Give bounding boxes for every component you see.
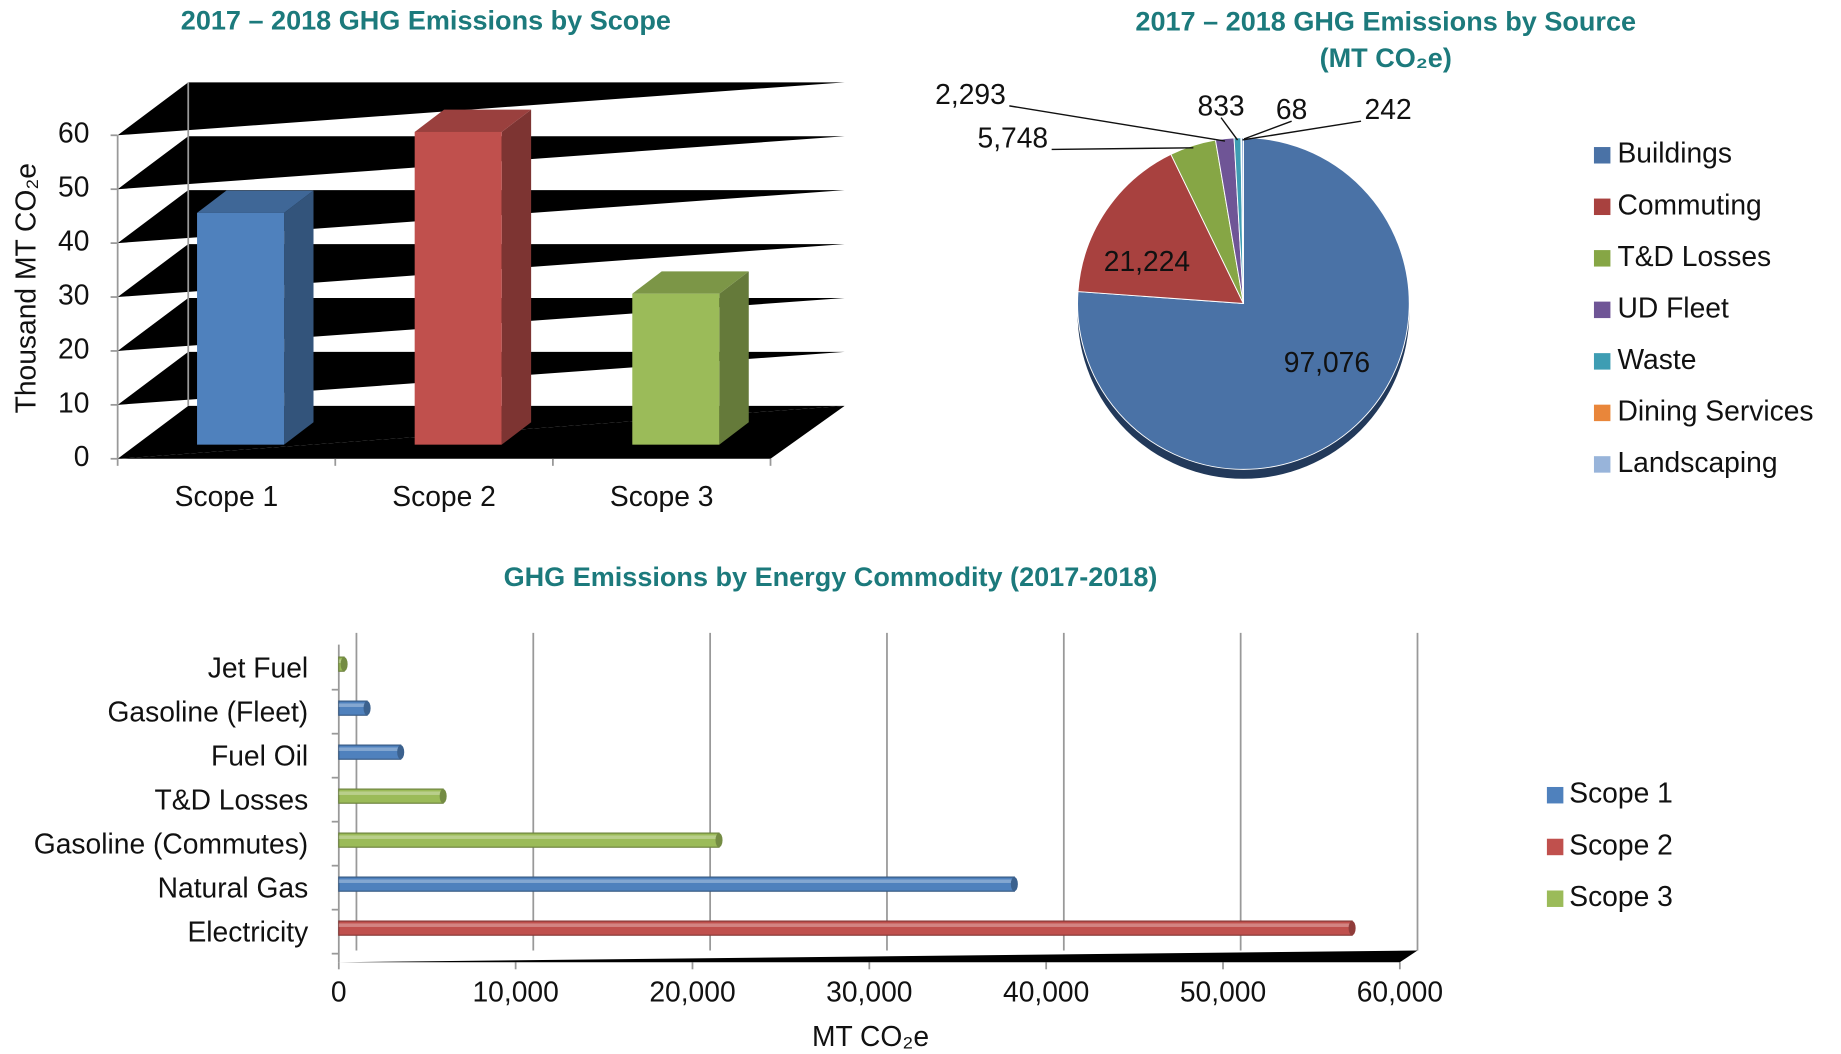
leader-line <box>1240 120 1292 141</box>
bar-cap <box>363 701 371 716</box>
leader-line <box>1009 105 1226 142</box>
bar-highlight <box>338 703 368 707</box>
bar <box>338 700 368 716</box>
y-tick-label: 10 <box>58 386 89 418</box>
bar-cap <box>715 833 723 848</box>
bar-highlight <box>338 835 720 839</box>
bar-cap <box>397 745 405 760</box>
legend-swatch <box>1593 301 1611 319</box>
y-tick-label: 50 <box>58 171 89 203</box>
y-tick-label: Fuel Oil <box>211 739 308 771</box>
bar <box>197 212 285 445</box>
legend-label: T&D Losses <box>1617 240 1771 272</box>
bar <box>632 293 720 445</box>
x-tick-label: 60,000 <box>1357 975 1443 1007</box>
y-tick-label: 30 <box>58 278 89 310</box>
data-label: 5,748 <box>978 121 1049 153</box>
bar-cap <box>439 789 447 804</box>
bar <box>338 920 1353 936</box>
bar-cap <box>340 657 348 672</box>
chart-subtitle: (MT CO₂e) <box>1320 43 1452 73</box>
y-tick-label: 60 <box>58 117 89 149</box>
legend-label: Scope 2 <box>1569 828 1673 860</box>
bar <box>338 832 720 848</box>
chart-title: GHG Emissions by Energy Commodity (2017-… <box>504 562 1158 592</box>
chart-title: 2017 – 2018 GHG Emissions by Source <box>1135 7 1636 37</box>
data-label: 833 <box>1198 90 1245 122</box>
bar-cap <box>1010 877 1018 892</box>
leader-line <box>1220 117 1239 141</box>
bar-top <box>197 190 314 213</box>
y-tick-label: Gasoline (Fleet) <box>107 695 308 727</box>
y-axis-label: Thousand MT CO₂e <box>10 163 42 413</box>
y-tick-label: Natural Gas <box>158 871 309 903</box>
leader-line <box>1051 147 1194 151</box>
legend-label: Buildings <box>1617 137 1732 169</box>
legend-swatch <box>1546 890 1564 907</box>
y-tick-label: 40 <box>58 225 89 257</box>
legend-swatch <box>1546 786 1564 804</box>
legend-swatch <box>1546 838 1564 856</box>
y-tick-label: Jet Fuel <box>208 651 308 683</box>
legend-swatch <box>1593 456 1611 473</box>
pie-slice <box>1240 137 1244 304</box>
data-label: 2,293 <box>935 78 1006 110</box>
x-tick-label: Scope 3 <box>610 480 714 512</box>
x-tick-label: 50,000 <box>1180 975 1266 1007</box>
x-axis-label: MT CO₂e <box>812 1020 929 1052</box>
bar-side <box>501 109 532 445</box>
bar <box>338 788 444 804</box>
y-tick-label: T&D Losses <box>155 783 309 815</box>
legend-swatch <box>1593 404 1611 422</box>
legend-swatch <box>1593 353 1611 370</box>
x-tick-label: Scope 1 <box>175 480 279 512</box>
bar-cap <box>1348 921 1356 936</box>
bar-highlight <box>338 923 1353 927</box>
legend-swatch <box>1593 198 1611 216</box>
chart-title: 2017 – 2018 GHG Emissions by Scope <box>181 5 671 35</box>
legend-label: UD Fleet <box>1617 291 1728 323</box>
bar <box>338 876 1015 892</box>
legend-swatch <box>1593 250 1611 267</box>
data-label: 242 <box>1365 93 1412 125</box>
bar-highlight <box>338 747 401 751</box>
bar <box>414 131 502 445</box>
legend-label: Waste <box>1617 343 1696 375</box>
bar-highlight <box>338 879 1015 883</box>
legend-label: Scope 3 <box>1569 880 1673 912</box>
data-label: 97,076 <box>1284 346 1370 378</box>
x-tick-label: 30,000 <box>826 975 912 1007</box>
leader-line <box>1242 120 1362 141</box>
floor <box>338 950 1418 963</box>
x-tick-label: 0 <box>331 975 347 1007</box>
legend-label: Commuting <box>1617 188 1761 220</box>
bar-highlight <box>338 791 444 795</box>
bar-top <box>632 271 749 294</box>
bar-top <box>414 109 532 132</box>
x-tick-label: Scope 2 <box>392 480 496 512</box>
legend-label: Scope 1 <box>1569 777 1673 809</box>
pie-slice <box>1077 137 1410 470</box>
legend-label: Dining Services <box>1617 394 1813 426</box>
y-tick-label: 20 <box>58 332 89 364</box>
data-label: 68 <box>1276 93 1307 125</box>
data-label: 21,224 <box>1104 245 1190 277</box>
bar <box>338 744 402 760</box>
y-tick-label: Electricity <box>187 915 309 947</box>
x-tick-label: 10,000 <box>472 975 558 1007</box>
pie-slice <box>1077 153 1245 305</box>
bar-side <box>284 190 314 445</box>
y-tick-label: Gasoline (Commutes) <box>34 827 308 859</box>
legend-swatch <box>1593 147 1611 164</box>
bar-side <box>719 271 749 445</box>
grid-line <box>117 82 845 136</box>
legend-label: Landscaping <box>1617 446 1777 478</box>
y-tick-label: 0 <box>74 440 90 472</box>
x-tick-label: 20,000 <box>649 975 735 1007</box>
x-tick-label: 40,000 <box>1003 975 1089 1007</box>
